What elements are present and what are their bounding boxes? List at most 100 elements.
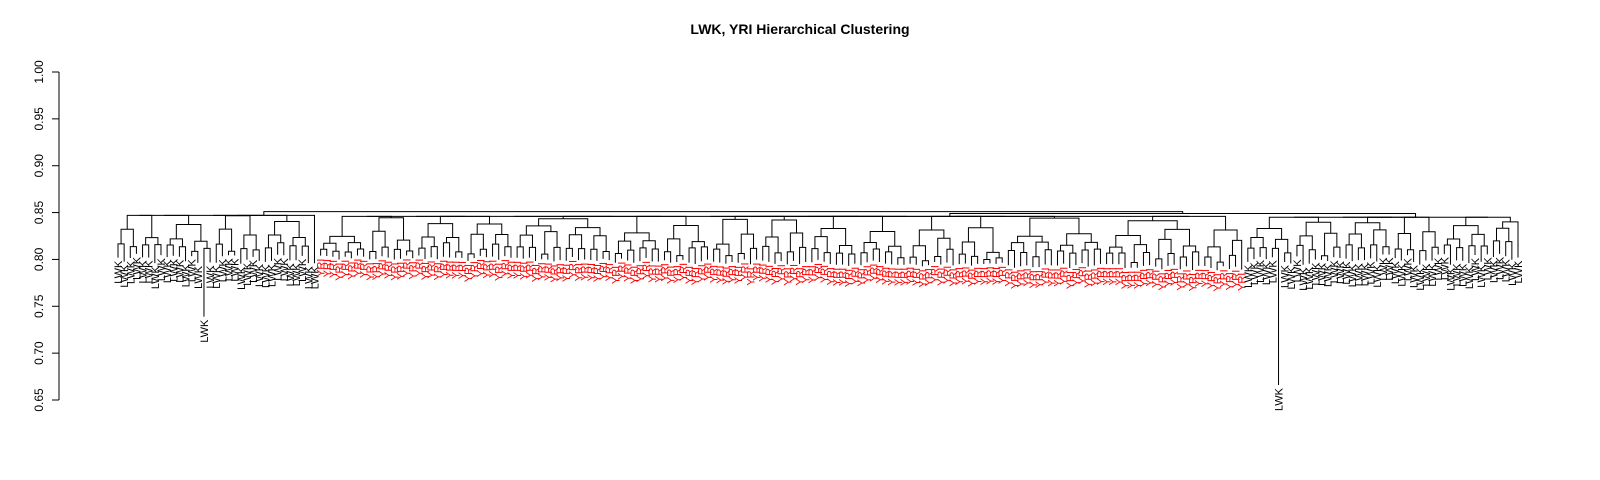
dendrogram-branch <box>224 215 251 235</box>
leaf-label: LWK <box>1341 261 1353 285</box>
leaf-label: YRI <box>745 267 757 285</box>
dendrogram-branch <box>243 234 257 250</box>
leaf-label: LWK <box>260 264 272 288</box>
leaf-label: YRI <box>475 259 487 277</box>
leaf-label: YRI <box>1218 269 1230 287</box>
leaf-label: YRI <box>659 263 671 281</box>
dendrogram-branch <box>799 246 807 265</box>
leaf-label: YRI <box>395 262 407 280</box>
leaf-label: LWK <box>1445 267 1457 291</box>
leaf-labels: LWKLWKLWKLWKLWKLWKLWKLWKLWKLWKLWKLWKLWKL… <box>113 256 1525 411</box>
dendrogram-branch <box>1299 235 1313 250</box>
leaf-label: YRI <box>1009 271 1021 289</box>
dendrogram-branch <box>765 236 779 253</box>
dendrogram-branch <box>378 217 405 241</box>
dendrogram-branch <box>673 224 699 242</box>
dendrogram-branch <box>1093 248 1101 266</box>
leaf-label: LWK <box>291 263 303 287</box>
leaf-label: YRI <box>494 263 506 281</box>
leaf-label: LWK <box>138 260 150 284</box>
leaf-label: YRI <box>881 267 893 285</box>
leaf-label: YRI <box>727 265 739 283</box>
leaf-label: LWK <box>1464 265 1476 289</box>
leaf-label: YRI <box>1095 267 1107 285</box>
leaf-label: YRI <box>825 267 837 285</box>
leaf-label: YRI <box>942 266 954 284</box>
dendrogram-branch <box>983 259 991 265</box>
dendrogram-branch <box>292 236 306 247</box>
dendrogram-branch <box>1081 249 1089 267</box>
dendrogram-branch <box>1216 261 1224 271</box>
dendrogram-branch <box>691 241 705 248</box>
leaf-label: YRI <box>782 267 794 285</box>
leaf-label: YRI <box>414 259 426 277</box>
dendrogram-branch <box>277 242 285 256</box>
leaf-label: YRI <box>346 261 358 279</box>
leaf-label: YRI <box>408 261 420 279</box>
leaf-label: YRI <box>758 264 770 282</box>
leaf-label: YRI <box>524 261 536 279</box>
dendrogram-branch <box>762 245 770 262</box>
dendrogram-branch <box>1431 246 1439 261</box>
leaf-label: LWK <box>174 259 186 283</box>
leaf-label: YRI <box>377 259 389 277</box>
y-axis: 0.65 0.70 0.75 0.80 0.85 0.90 0.95 1.00 <box>32 60 60 412</box>
leaf-label: YRI <box>702 263 714 281</box>
leaf-label: YRI <box>340 260 352 278</box>
leaf-label: LWK <box>1366 261 1378 285</box>
leaf-label: YRI <box>1138 269 1150 287</box>
dendrogram-branch <box>835 252 844 265</box>
leaf-label: LWK <box>224 258 236 282</box>
dendrogram-branch <box>624 232 650 242</box>
leaf-label: LWK <box>1317 262 1329 286</box>
dendrogram-branch <box>544 231 558 255</box>
leaf-label: YRI <box>696 264 708 282</box>
leaf-label: LWK <box>1267 260 1279 284</box>
leaf-label: YRI <box>801 265 813 283</box>
dendrogram-branch <box>1274 238 1289 253</box>
leaf-label: YRI <box>1046 268 1058 286</box>
dendrogram-branch <box>1127 220 1178 236</box>
dendrogram-branch <box>1308 249 1316 264</box>
leaf-label: YRI <box>1052 268 1064 286</box>
dendrogram-branch <box>341 215 392 237</box>
leaf-label: YRI <box>555 263 567 281</box>
leaf-label: YRI <box>463 264 475 282</box>
leaf-label: LWK <box>168 258 180 282</box>
dendrogram-branch <box>1284 252 1292 264</box>
leaf-label: LWK <box>254 263 266 287</box>
leaf-label: LWK <box>236 266 248 290</box>
y-tick-label: 0.65 <box>32 388 46 412</box>
dendrogram-branch <box>369 250 377 260</box>
dendrogram-branch <box>986 251 1000 260</box>
leaf-label: LWK <box>1390 260 1402 284</box>
dendrogram-branch <box>320 248 328 256</box>
leaf-label: YRI <box>334 263 346 281</box>
leaf-label: LWK <box>1488 259 1500 283</box>
dendrogram-branch <box>215 243 223 263</box>
dendrogram-branch <box>1305 221 1332 236</box>
dendrogram-branch <box>1056 250 1065 266</box>
dendrogram-branch <box>145 237 159 245</box>
leaf-label: YRI <box>838 268 850 286</box>
dendrogram-branch <box>814 236 828 253</box>
dendrogram-branch <box>1155 258 1163 270</box>
leaf-label: LWK <box>230 258 242 282</box>
dendrogram-branch <box>1406 249 1415 263</box>
dendrogram-branch <box>1032 256 1040 268</box>
dendrogram-branch <box>967 227 994 253</box>
dendrogram-branch <box>495 233 509 247</box>
leaf-label: YRI <box>1237 273 1249 291</box>
dendrogram-branch <box>617 240 632 254</box>
dendrogram-branch <box>912 245 926 261</box>
leaf-label: YRI <box>850 267 862 285</box>
leaf-label: YRI <box>911 268 923 286</box>
leaf-label: YRI <box>500 259 512 277</box>
dendrogram-branch <box>565 247 573 261</box>
leaf-label: LWK <box>1255 259 1267 283</box>
leaf-label: YRI <box>1212 273 1224 291</box>
leaf-label: LWK <box>125 260 137 284</box>
dendrogram-branch <box>1256 228 1283 240</box>
dendrogram-branch <box>838 245 853 254</box>
